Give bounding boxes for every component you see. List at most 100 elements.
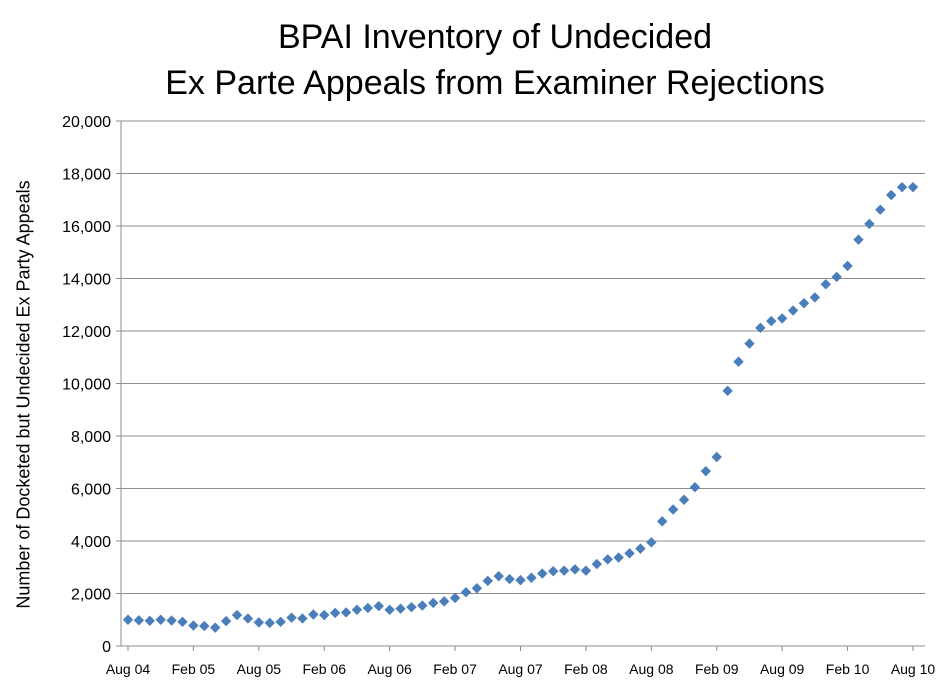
x-tick-label: Feb 05 [172, 661, 216, 677]
data-point [253, 617, 265, 628]
y-tick-label: 6,000 [71, 482, 111, 499]
data-point [351, 604, 363, 615]
data-point [155, 614, 166, 625]
axes [116, 120, 925, 651]
data-point [329, 607, 341, 619]
data-point [493, 570, 504, 582]
data-point [853, 234, 864, 245]
data-point [144, 615, 156, 626]
x-tick-label: Aug 04 [106, 661, 151, 677]
data-point [885, 189, 897, 201]
y-tick-label: 2,000 [71, 587, 111, 604]
data-point [220, 615, 232, 627]
data-point [504, 573, 515, 585]
data-point [624, 548, 635, 559]
data-point [896, 181, 908, 193]
data-point [766, 315, 777, 327]
data-point [395, 603, 406, 614]
x-tick-label: Aug 08 [629, 661, 674, 677]
data-point [308, 609, 319, 620]
y-tick-label: 16,000 [62, 219, 111, 236]
data-point [733, 356, 744, 367]
data-point [428, 597, 439, 609]
data-point [602, 554, 613, 565]
data-point [231, 609, 243, 621]
data-point [537, 568, 548, 579]
data-point [471, 583, 483, 594]
data-point [657, 516, 668, 527]
data-point [907, 181, 919, 193]
y-tick-label: 18,000 [62, 167, 111, 184]
data-point [373, 600, 384, 612]
x-tick-label: Feb 07 [433, 661, 477, 677]
chart-title-line-1: BPAI Inventory of Undecided [277, 18, 713, 56]
x-tick-label: Aug 09 [760, 661, 805, 677]
data-point [482, 575, 493, 587]
data-point [613, 552, 624, 563]
data-point [275, 616, 286, 628]
data-point [515, 574, 526, 586]
x-tick-label: Feb 09 [695, 661, 739, 677]
data-point [210, 622, 221, 633]
x-tick-label: Aug 10 [891, 661, 936, 677]
data-point [646, 537, 657, 548]
data-point [558, 565, 570, 576]
data-point [667, 504, 679, 515]
y-tick-label: 14,000 [62, 272, 111, 289]
data-point [362, 602, 374, 614]
x-tick-label: Aug 06 [367, 661, 412, 677]
data-point [722, 385, 733, 397]
data-point [569, 564, 581, 575]
y-tick-label: 10,000 [62, 377, 111, 394]
data-point [340, 607, 352, 618]
data-point [166, 615, 177, 626]
data-point [417, 600, 428, 611]
data-point [133, 615, 145, 626]
data-point [286, 612, 297, 623]
data-point [580, 565, 592, 576]
data-point [297, 613, 308, 624]
x-tick-label: Aug 07 [498, 661, 543, 677]
data-point [122, 614, 134, 625]
data-point [776, 313, 788, 324]
data-point [809, 292, 821, 303]
data-point [460, 586, 472, 598]
data-point [264, 617, 275, 629]
data-point [199, 620, 210, 632]
data-point [689, 481, 701, 493]
chart-title-line-2: Ex Parte Appeals from Examiner Rejection… [165, 64, 825, 102]
data-point [438, 596, 450, 607]
x-tick-label: Feb 10 [826, 661, 870, 677]
data-point [864, 218, 875, 230]
chart-title: BPAI Inventory of Undecided Ex Parte App… [0, 14, 950, 106]
data-point [820, 279, 831, 290]
y-tick-label: 8,000 [71, 429, 111, 446]
x-tick-labels: Aug 04 Feb 05 Aug 05 Feb 06 Aug 06 Feb 07 Aug … [106, 661, 936, 677]
y-tick-label: 12,000 [62, 324, 111, 341]
data-point [591, 558, 603, 570]
y-tick-labels: 0 2,000 4,000 6,000 8,000 10,000 12,000 14,000 1… [62, 114, 111, 656]
data-point [678, 494, 690, 505]
data-point [242, 613, 254, 624]
data-point [449, 592, 461, 604]
data-point [798, 297, 810, 309]
data-point [700, 465, 712, 477]
x-tick-label: Feb 06 [302, 661, 346, 677]
x-tick-label: Feb 08 [564, 661, 608, 677]
data-point [548, 565, 559, 577]
data-point [875, 204, 886, 215]
data-point [787, 305, 799, 316]
data-point [635, 543, 646, 554]
data-point [831, 271, 842, 283]
y-tick-label: 4,000 [71, 534, 111, 551]
y-tick-label: 20,000 [62, 114, 111, 131]
data-point [188, 620, 199, 631]
data-point [319, 609, 330, 621]
data-point [744, 338, 755, 349]
x-tick-label: Aug 05 [237, 661, 282, 677]
gridlines [121, 120, 925, 594]
data-point [755, 322, 766, 334]
data-points [122, 181, 919, 633]
data-point [711, 451, 722, 463]
